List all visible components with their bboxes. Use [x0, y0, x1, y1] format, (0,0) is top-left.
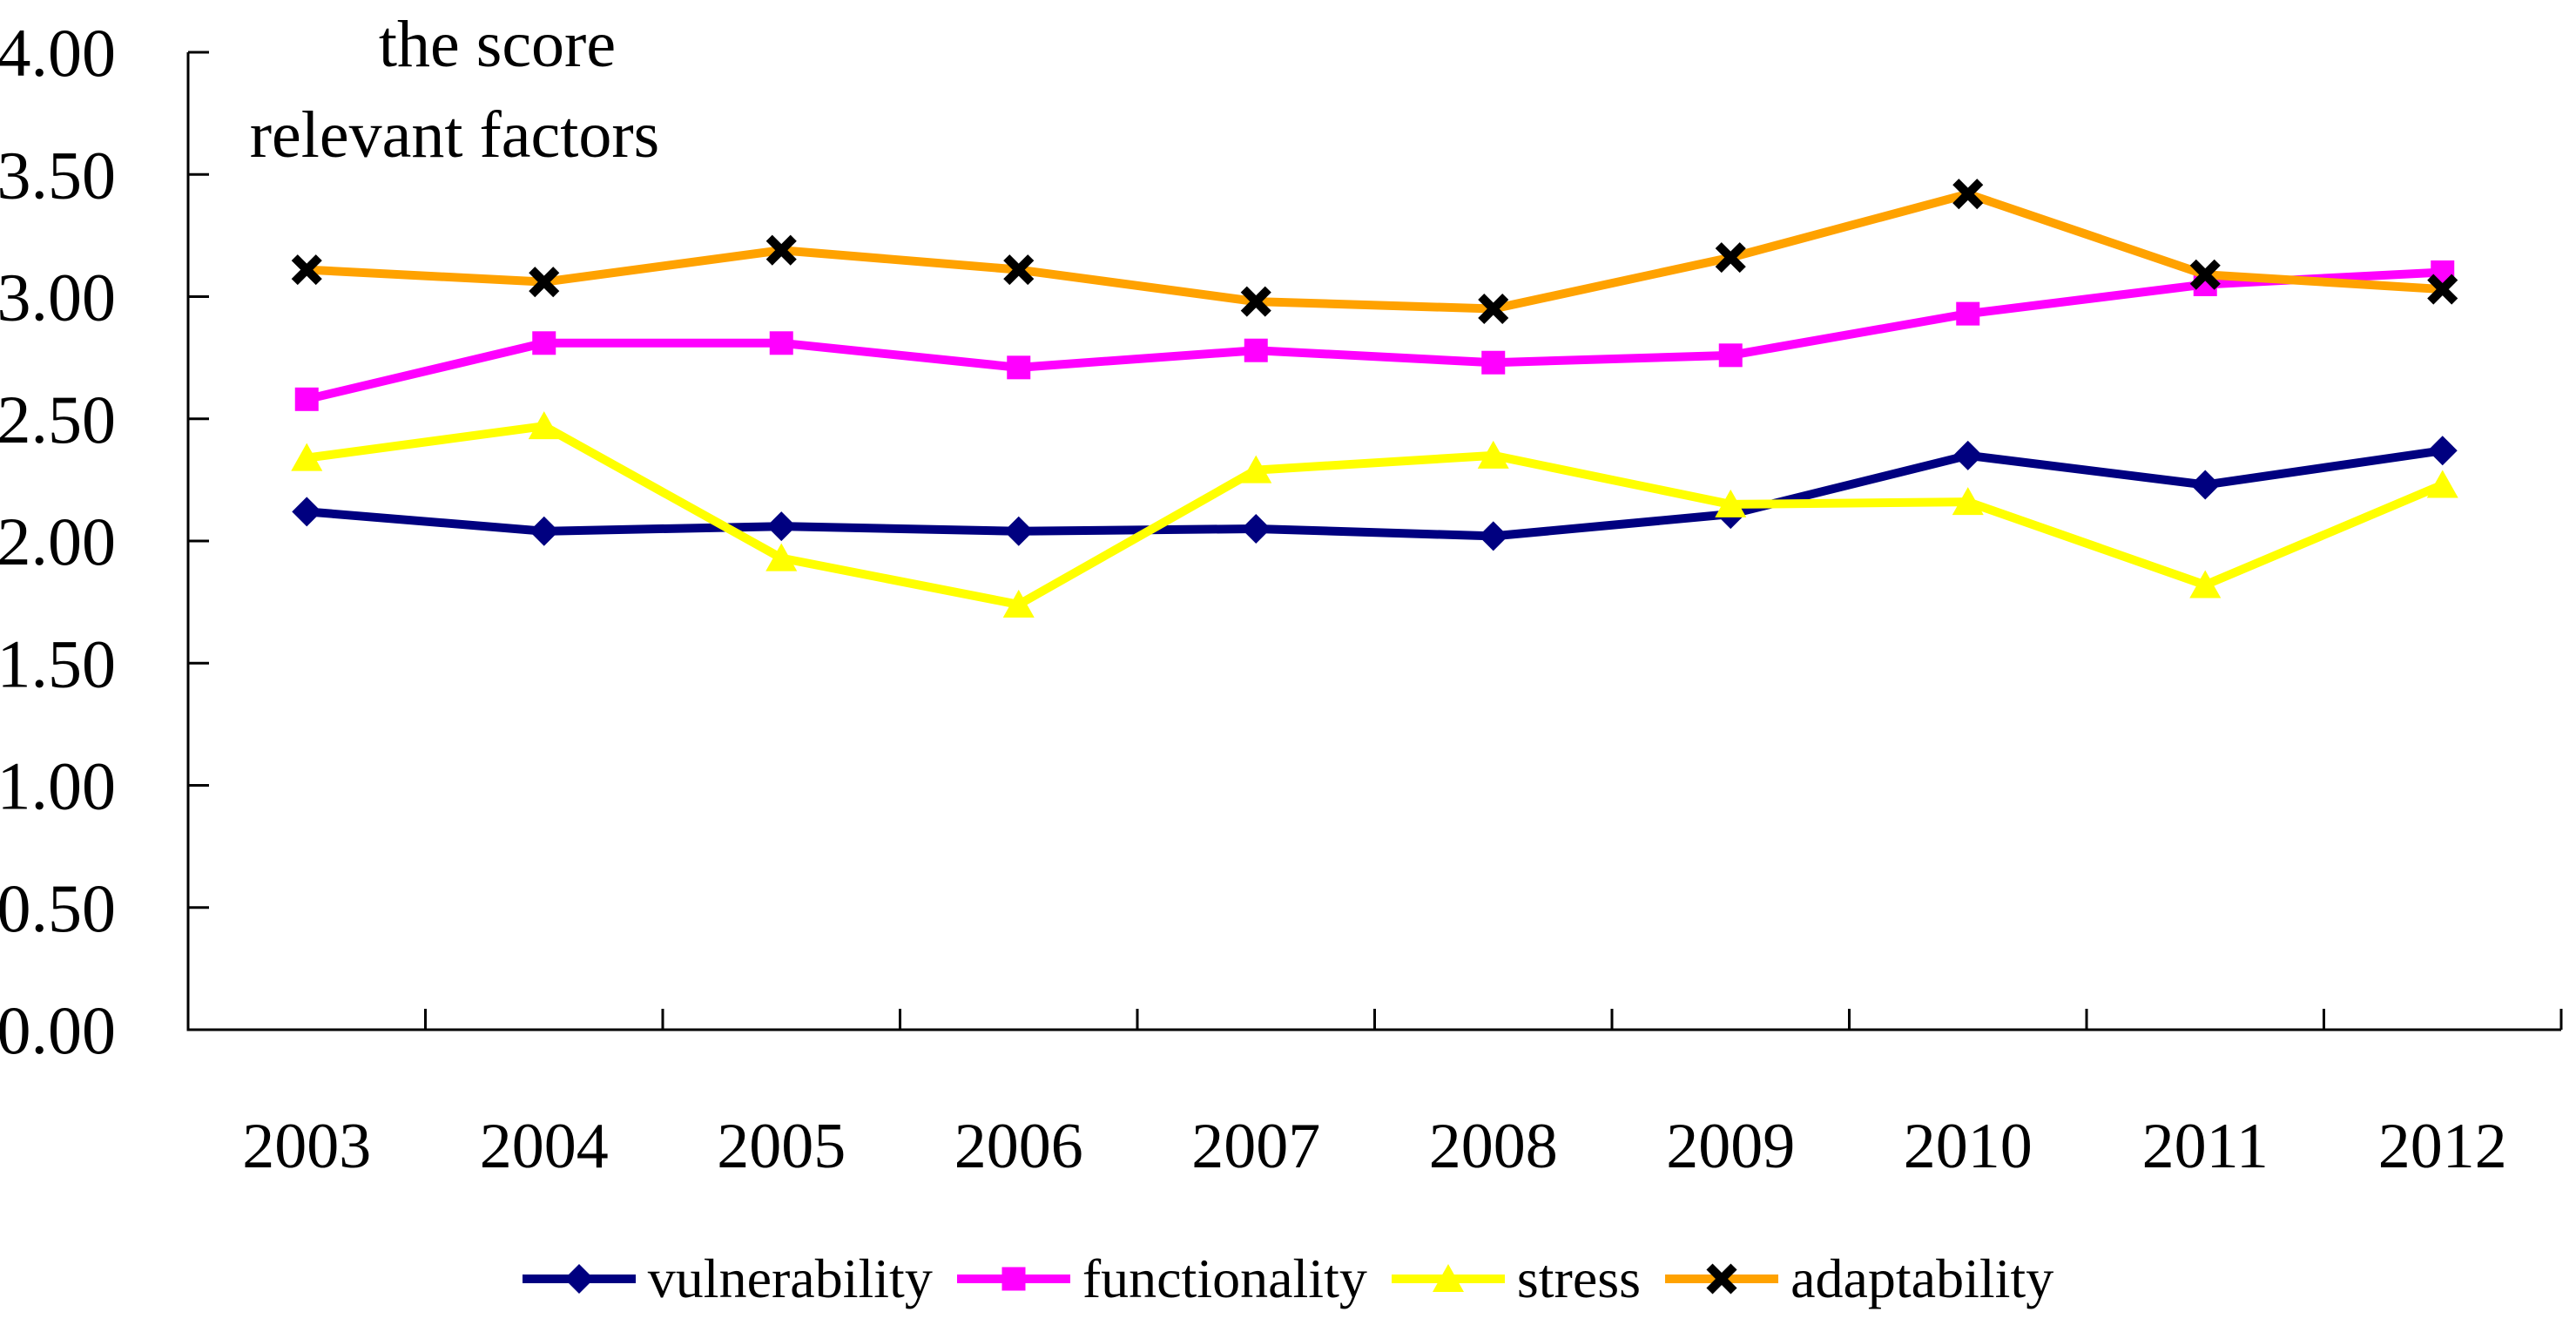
axes: 4.00 3.50 3.00 2.50 2.00 1.50 1.00 0.50 0.00 2003… [0, 15, 2563, 1182]
legend-marker-glyph [1432, 1264, 1464, 1292]
legend-marker-glyph [1706, 1263, 1737, 1295]
data-point-marker [1007, 355, 1031, 380]
y-tick-label: 0.50 [0, 870, 116, 946]
x-tick-label: 2011 [2142, 1111, 2269, 1182]
data-point-marker [765, 543, 798, 571]
data-point-marker [1952, 440, 1983, 470]
series-stress [291, 411, 2458, 618]
data-point-marker [1241, 513, 1271, 544]
y-tick-label: 3.00 [0, 260, 116, 335]
data-point-marker [1003, 254, 1035, 286]
data-point-marker [765, 234, 797, 266]
x-tick-label: 2005 [717, 1111, 846, 1182]
y-tick-label: 2.50 [0, 382, 116, 457]
chart-title-line2: relevant factors [250, 98, 660, 172]
data-point-marker [529, 516, 559, 546]
data-point-marker [1240, 455, 1272, 483]
data-point-marker [1952, 179, 1984, 210]
data-point-marker [1481, 350, 1506, 375]
data-point-marker [532, 331, 556, 355]
data-point-marker [292, 497, 322, 527]
data-point-marker [291, 254, 322, 286]
x-tick-label: 2003 [242, 1111, 371, 1182]
data-point-marker [1240, 286, 1271, 317]
y-tick-label: 4.00 [0, 15, 116, 91]
series-line [302, 267, 2447, 404]
data-point-marker [1478, 293, 1509, 325]
data-point-marker [1715, 242, 1746, 274]
data-point-marker [528, 411, 560, 440]
x-tick-label: 2004 [480, 1111, 609, 1182]
data-point-marker [1477, 440, 1509, 469]
data-point-marker [1478, 521, 1508, 551]
series-line [302, 189, 2447, 314]
legend-marker-glyph [563, 1264, 594, 1294]
data-point-marker [2427, 436, 2458, 466]
data-point-marker [1956, 301, 1980, 326]
legend-item-functionality: functionality [956, 1247, 1367, 1309]
x-tick-label: 2010 [1904, 1111, 2033, 1182]
chart-legend: vulnerability functionality stress adaptabi… [0, 1251, 2576, 1307]
series-adaptability [291, 179, 2458, 325]
series-vulnerability [292, 436, 2458, 551]
data-point-marker [1952, 487, 1984, 516]
legend-label: vulnerability [647, 1247, 933, 1309]
data-point-marker [2426, 470, 2458, 498]
legend-item-vulnerability: vulnerability [522, 1247, 933, 1309]
legend-diamond-marker-icon [522, 1264, 636, 1294]
y-tick-label: 2.00 [0, 504, 116, 579]
y-tick-label: 1.50 [0, 625, 116, 701]
x-tick-label: 2012 [2378, 1111, 2507, 1182]
data-point-marker [2189, 259, 2221, 290]
data-point-marker [1002, 589, 1035, 618]
legend-label: functionality [1082, 1247, 1367, 1309]
y-tick-label: 3.50 [0, 137, 116, 213]
legend-marker-glyph [1001, 1267, 1026, 1291]
data-point-marker [294, 387, 319, 411]
x-tick-label: 2008 [1429, 1111, 1558, 1182]
data-point-marker [2190, 470, 2221, 500]
data-point-marker [1715, 489, 1747, 517]
y-tick-label: 0.00 [0, 992, 116, 1068]
y-tick-label: 1.00 [0, 748, 116, 824]
legend-x-marker-icon [1665, 1263, 1779, 1295]
x-tick-label: 2007 [1191, 1111, 1320, 1182]
legend-label: adaptability [1790, 1247, 2054, 1309]
data-point-marker [1718, 343, 1743, 368]
legend-label: stress [1516, 1247, 1642, 1309]
legend-square-marker-icon [956, 1267, 1070, 1291]
chart-title-line1: the score [379, 8, 616, 81]
series-functionality [294, 260, 2455, 411]
series-line [302, 422, 2447, 609]
data-point-marker [2189, 570, 2222, 598]
x-tick-label: 2009 [1666, 1111, 1795, 1182]
legend-item-stress: stress [1391, 1247, 1642, 1309]
data-point-marker [291, 443, 323, 471]
data-point-marker [2427, 274, 2458, 305]
x-tick-label: 2006 [954, 1111, 1083, 1182]
data-point-marker [529, 267, 560, 298]
data-point-marker [769, 331, 793, 355]
plot-series [291, 179, 2458, 618]
data-point-marker [766, 511, 797, 542]
data-point-marker [1003, 516, 1034, 546]
legend-triangle-marker-icon [1391, 1264, 1505, 1292]
series-line [302, 446, 2447, 541]
legend-item-adaptability: adaptability [1665, 1251, 2053, 1307]
data-point-marker [1244, 338, 1268, 362]
